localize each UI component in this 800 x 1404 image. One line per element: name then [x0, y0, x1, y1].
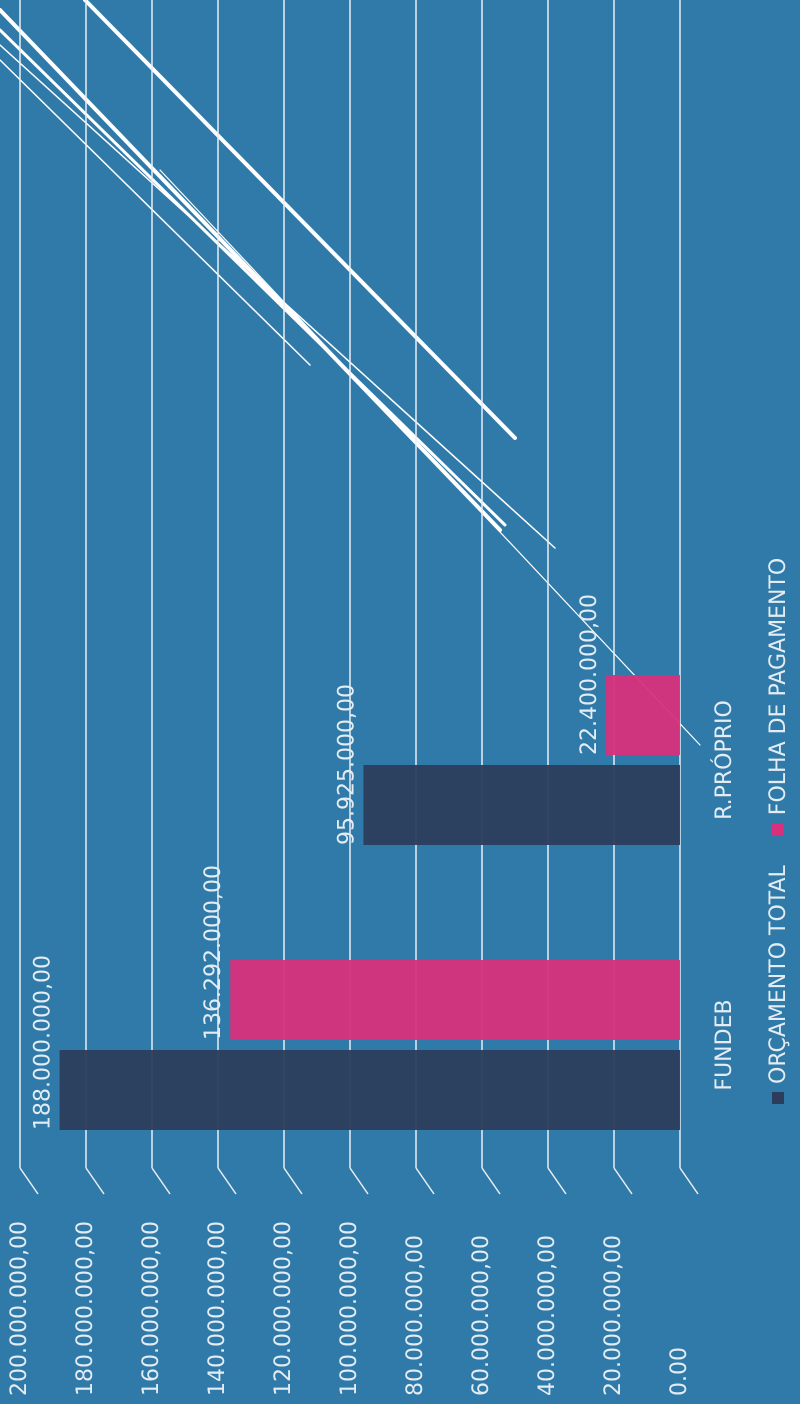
- value-label: 188.000.000,00: [31, 955, 56, 1130]
- y-tick-label: 120.000.000,00: [271, 1221, 296, 1396]
- legend-label: ORÇAMENTO TOTAL: [766, 864, 791, 1084]
- y-tick-label: 60.000.000,00: [469, 1235, 494, 1396]
- y-tick-label: 140.000.000,00: [205, 1221, 230, 1396]
- grid-tick: [547, 1167, 567, 1195]
- grid-tick: [613, 1167, 633, 1195]
- y-tick-label: 100.000.000,00: [337, 1221, 362, 1396]
- x-tick-label: FUNDEB: [712, 999, 737, 1090]
- grid-tick: [481, 1167, 501, 1195]
- y-tick-label: 160.000.000,00: [139, 1221, 164, 1396]
- value-label: 95.925.000,00: [334, 684, 359, 845]
- grid-tick: [415, 1167, 435, 1195]
- bar: [59, 1050, 681, 1130]
- plot: 0.00 20.000.000,00 40.000.000,00 60.000.000…: [7, 0, 791, 1396]
- y-tick-label: 0.00: [667, 1347, 692, 1396]
- grid-tick: [217, 1167, 237, 1195]
- y-tick-label: 200.000.000,00: [7, 1221, 32, 1396]
- x-tick-label: R.PRÓPRIO: [711, 700, 737, 820]
- bar: [363, 765, 680, 845]
- bar: [606, 675, 681, 755]
- grid-tick: [679, 1167, 699, 1195]
- value-label: 136.292.000,00: [201, 865, 226, 1040]
- legend-marker: [772, 1092, 784, 1104]
- y-tick-label: 80.000.000,00: [403, 1235, 428, 1396]
- grid-tick: [19, 1167, 39, 1195]
- legend-marker: [772, 823, 784, 836]
- grid-tick: [85, 1167, 105, 1195]
- grid-tick: [349, 1167, 369, 1195]
- y-tick-label: 180.000.000,00: [73, 1221, 98, 1396]
- y-tick-label: 40.000.000,00: [535, 1235, 560, 1396]
- grid-tick: [151, 1167, 171, 1195]
- bar: [230, 960, 681, 1040]
- y-tick-label: 20.000.000,00: [601, 1235, 626, 1396]
- legend-label: FOLHA DE PAGAMENTO: [766, 558, 791, 815]
- value-label: 22.400.000,00: [577, 594, 602, 755]
- grid-tick: [283, 1167, 303, 1195]
